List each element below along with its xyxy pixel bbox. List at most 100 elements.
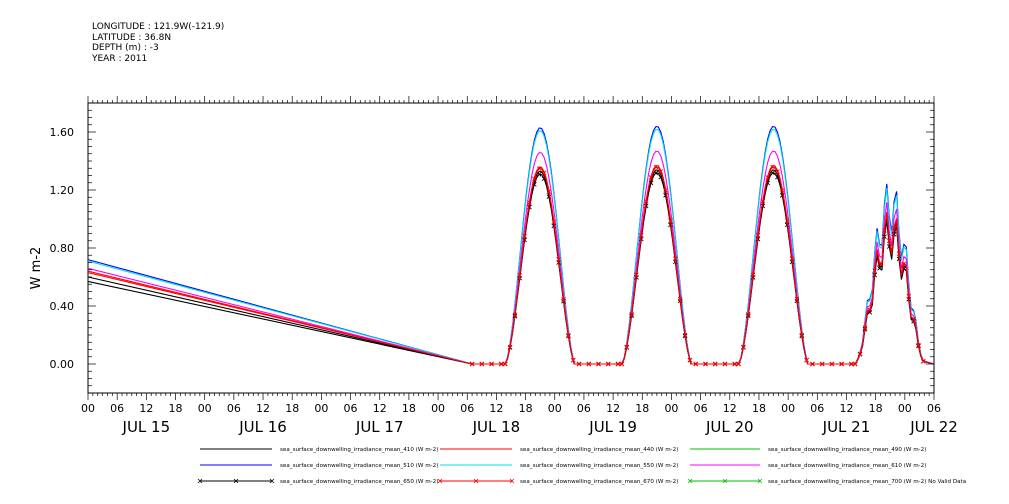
- series-line-4: [87, 128, 935, 365]
- metadata-block: LONGITUDE : 121.9W(-121.9) LATITUDE : 36…: [92, 22, 224, 64]
- legend-label-7: sea_surface_downwelling_irradiance_mean_…: [520, 479, 678, 485]
- series-marker-7: [624, 344, 630, 350]
- series-marker-6: [551, 223, 557, 229]
- x-hour-tick-label: 18: [635, 402, 649, 415]
- series-marker-7: [517, 273, 523, 278]
- series-marker-7: [819, 361, 825, 367]
- legend-marker-6: [233, 478, 239, 484]
- y-axis-label: W m-2: [29, 247, 44, 290]
- x-hour-tick-label: 12: [606, 402, 620, 415]
- series-marker-7: [522, 233, 527, 239]
- series-marker-7: [849, 361, 854, 367]
- x-hour-tick-label: 12: [373, 402, 387, 415]
- x-hour-tick-label: 18: [169, 402, 183, 415]
- x-day-label: JUL 18: [472, 418, 521, 436]
- series-marker-7: [891, 225, 897, 231]
- x-hour-tick-label: 12: [489, 402, 503, 415]
- x-hour-tick-label: 00: [198, 402, 212, 415]
- series-marker-6: [784, 222, 790, 228]
- series-marker-7: [839, 361, 844, 367]
- x-day-label: JUL 17: [355, 418, 404, 436]
- series-marker-7: [615, 361, 621, 367]
- legend-marker-8: [687, 478, 693, 484]
- legend-label-6: sea_surface_downwelling_irradiance_mean_…: [280, 479, 438, 485]
- x-hour-tick-label: 18: [519, 402, 533, 415]
- legend-label-4: sea_surface_downwelling_irradiance_mean_…: [520, 463, 678, 469]
- x-hour-tick-label: 06: [344, 402, 358, 415]
- series-marker-7: [857, 351, 863, 357]
- series-marker-7: [810, 361, 815, 367]
- y-tick-label: 0.40: [50, 300, 75, 313]
- series-marker-7: [693, 361, 699, 367]
- series-marker-7: [916, 342, 921, 348]
- series-marker-7: [896, 251, 902, 256]
- y-tick-label: 0.00: [50, 358, 75, 371]
- latitude-label: LATITUDE : 36.8N: [92, 32, 172, 43]
- depth-label: DEPTH (m) : -3: [92, 43, 159, 53]
- plot-border: [87, 102, 935, 394]
- series-marker-6: [877, 265, 882, 271]
- series-marker-7: [732, 361, 737, 367]
- y-tick-label: 1.60: [50, 126, 75, 139]
- series-marker-7: [677, 296, 683, 302]
- series-marker-7: [722, 361, 728, 367]
- series-marker-7: [546, 189, 552, 194]
- x-hour-tick-label: 18: [752, 402, 766, 415]
- x-hour-tick-label: 18: [869, 402, 883, 415]
- legend-marker-7: [437, 478, 443, 484]
- x-hour-tick-label: 12: [256, 402, 270, 415]
- legend-marker-7: [509, 478, 515, 484]
- legend: sea_surface_downwelling_irradiance_mean_…: [197, 447, 966, 485]
- x-hour-tick-label: 06: [227, 402, 241, 415]
- series-marker-7: [566, 333, 571, 338]
- x-day-label: JUL 22: [909, 418, 958, 436]
- legend-label-1: sea_surface_downwelling_irradiance_mean_…: [520, 447, 678, 453]
- series-marker-6: [770, 170, 775, 176]
- series-lines: [87, 125, 935, 367]
- series-marker-7: [653, 164, 659, 170]
- series-marker-7: [507, 344, 513, 350]
- longitude-label: LONGITUDE : 121.9W(-121.9): [92, 22, 225, 32]
- series-marker-7: [736, 361, 741, 367]
- series-marker-7: [668, 218, 673, 224]
- y-tick-label: 0.80: [50, 242, 75, 255]
- series-marker-7: [682, 332, 688, 338]
- series-marker-7: [469, 361, 475, 367]
- series-marker-7: [498, 361, 504, 367]
- series-marker-7: [775, 169, 780, 174]
- series-marker-7: [586, 361, 592, 367]
- series-marker-7: [643, 198, 649, 204]
- series-line-5: [87, 150, 935, 365]
- series-marker-7: [502, 361, 508, 367]
- series-marker-7: [596, 361, 601, 367]
- x-hour-tick-label: 18: [285, 402, 299, 415]
- y-tick-label: 1.20: [50, 184, 75, 197]
- legend-marker-6: [269, 478, 275, 484]
- series-marker-7: [877, 261, 882, 266]
- series-marker-7: [750, 272, 756, 278]
- series-marker-7: [512, 312, 518, 317]
- x-hour-tick-label: 06: [927, 402, 941, 415]
- series-marker-7: [556, 257, 561, 262]
- series-marker-7: [765, 175, 771, 180]
- series-marker-7: [619, 361, 625, 367]
- series-marker-7: [911, 316, 916, 322]
- series-marker-7: [541, 170, 547, 176]
- x-hour-tick-label: 06: [460, 402, 474, 415]
- series-marker-7: [867, 307, 873, 313]
- x-hour-tick-label: 06: [577, 402, 591, 415]
- x-hour-tick-label: 12: [839, 402, 853, 415]
- series-marker-7: [479, 361, 485, 367]
- series-marker-7: [658, 169, 664, 174]
- series-marker-7: [712, 361, 718, 367]
- series-marker-7: [779, 187, 785, 193]
- x-hour-tick-label: 00: [898, 402, 912, 415]
- series-marker-6: [896, 256, 902, 262]
- series-marker-7: [882, 228, 887, 233]
- series-marker-7: [862, 325, 868, 330]
- x-hour-tick-label: 00: [548, 402, 562, 415]
- legend-marker-6: [197, 478, 203, 484]
- series-marker-7: [605, 361, 611, 367]
- series-marker-7: [687, 357, 693, 363]
- series-marker-7: [532, 176, 537, 182]
